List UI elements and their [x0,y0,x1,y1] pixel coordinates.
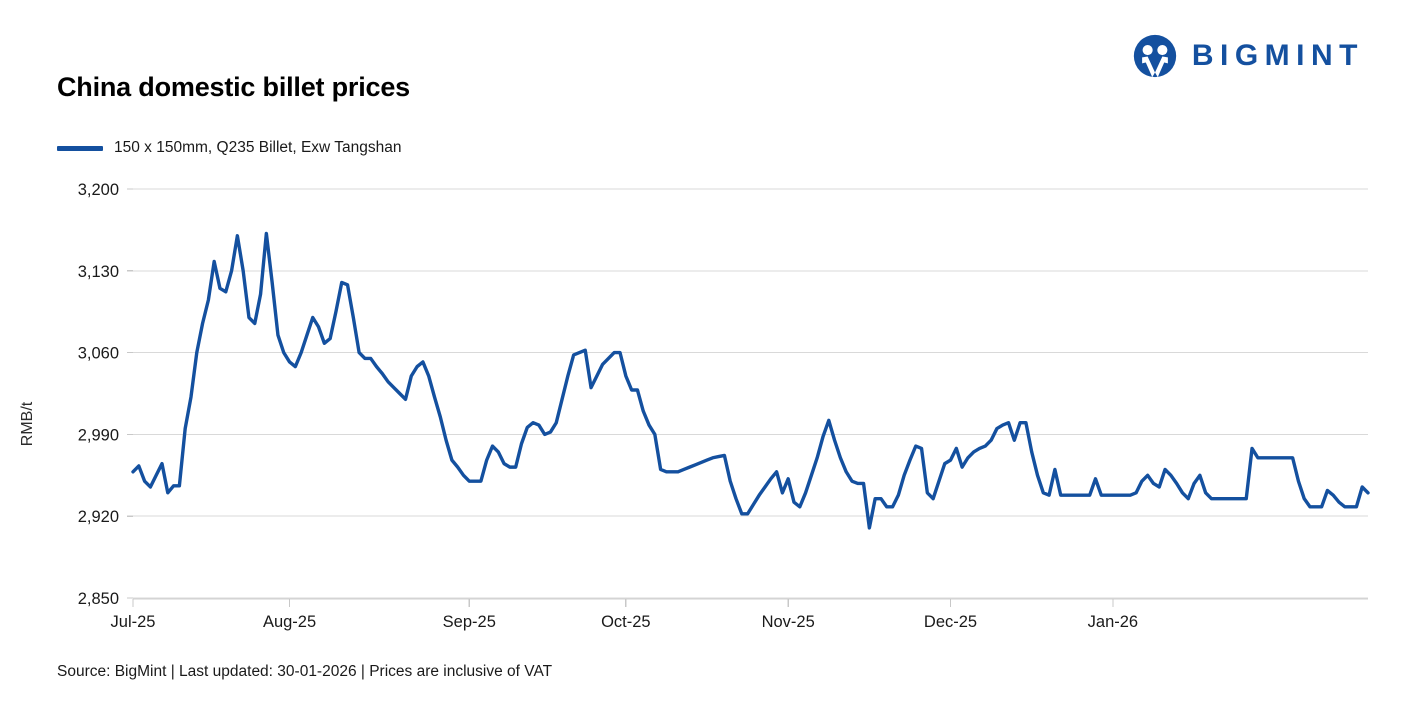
gridlines [127,188,1368,599]
x-axis-tick-label: Nov-25 [762,613,815,631]
legend-color-swatch [57,145,103,151]
x-axis-tick-label: Oct-25 [601,613,651,631]
page-title: China domestic billet prices [57,72,410,102]
brand-wordmark: BIGMINT [1191,39,1364,72]
series-line-billet-tangshan [131,231,1370,530]
x-axis-tick-label: Jul-25 [111,613,156,631]
source-note: Source: BigMint | Last updated: 30-01-20… [57,663,553,680]
x-axis-tick-label: Dec-25 [924,613,977,631]
y-axis-tick-label: 3,200 [78,181,119,199]
data-series [131,231,1370,530]
x-axis-tick-label: Jan-26 [1088,613,1138,631]
chart-legend: 150 x 150mm, Q235 Billet, Exw Tangshan [57,139,401,157]
y-axis-tick-label: 2,920 [78,508,119,526]
y-axis-tick-label: 3,060 [78,345,119,363]
legend-item-label: 150 x 150mm, Q235 Billet, Exw Tangshan [114,139,402,156]
x-axis-ticks: Jul-25 Aug-25 Sep-25 Oct-25 Nov-25 Dec-25 Jan-… [111,613,1139,631]
y-axis-ticks: 3,200 3,130 3,060 2,990 2,920 2,850 [78,181,119,608]
y-axis-label: RMB/t [19,401,36,446]
bigmint-people-circle-icon [1133,34,1177,78]
y-axis-tick-label: 2,850 [78,590,119,608]
x-axis-tick-label: Aug-25 [263,613,316,631]
chart-header: China domestic billet prices BIGMINT [0,0,1414,120]
y-axis-tick-label: 2,990 [78,426,119,444]
y-axis-tick-label: 3,130 [78,263,119,281]
x-axis-tick-label: Sep-25 [443,613,496,631]
axis-lines [132,598,1368,607]
brand-logo: BIGMINT [1132,33,1364,79]
